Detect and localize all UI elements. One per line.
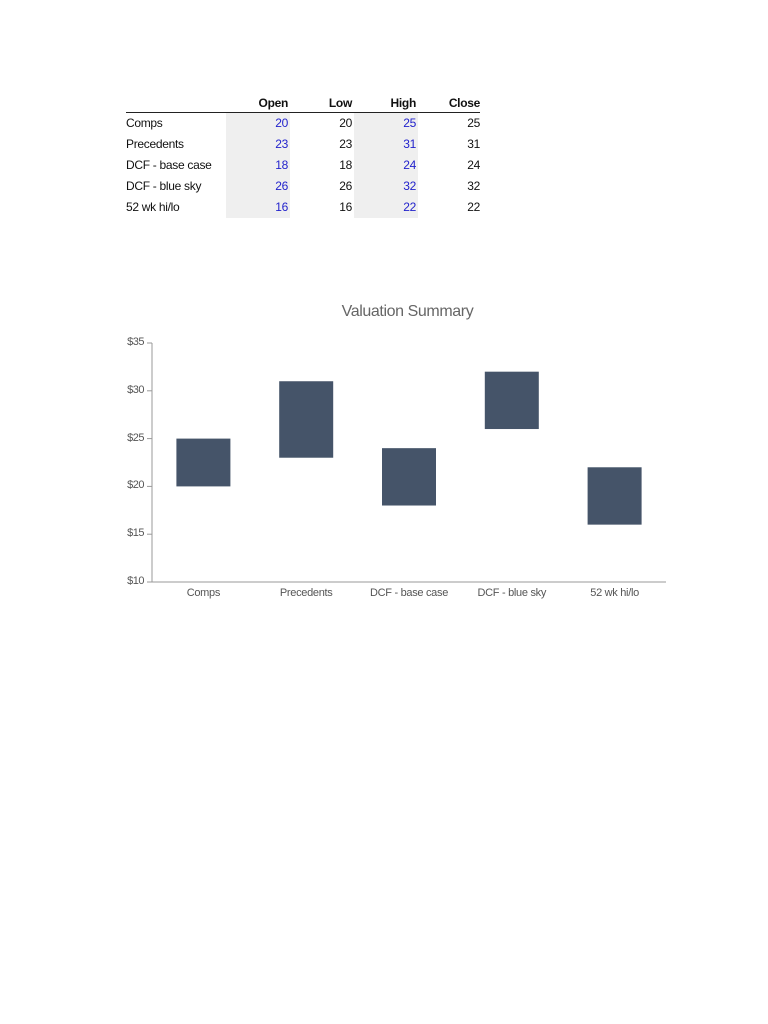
cell-close: 24 [467, 158, 480, 172]
x-tick-label: Comps [186, 587, 221, 599]
header-high: High [354, 94, 418, 113]
cell-high: 31 [354, 134, 418, 155]
header-close: Close [418, 94, 480, 113]
table-row: Precedents 23 23 31 31 [126, 134, 480, 155]
range-bar [176, 438, 231, 487]
y-tick-label: $25 [127, 431, 144, 444]
y-tick-label: $15 [127, 527, 144, 540]
x-tick-label: DCF - base case [369, 587, 449, 599]
header-low: Low [290, 94, 354, 113]
cell-high: 25 [354, 112, 418, 134]
cell-open: 20 [226, 112, 290, 134]
row-label: 52 wk hi/lo [126, 200, 180, 214]
cell-open: 23 [226, 134, 290, 155]
row-label: Comps [126, 116, 163, 130]
y-tick-label: $35 [127, 336, 144, 348]
header-label [126, 94, 226, 113]
table-row: DCF - base case 18 18 24 24 [126, 155, 480, 176]
valuation-data-table: Open Low High Close Comps 20 20 25 25 Precede… [126, 94, 480, 218]
cell-open: 16 [226, 197, 290, 218]
x-tick-label: Precedents [279, 587, 333, 599]
table-header-row: Open Low High Close [126, 94, 480, 113]
cell-low: 20 [339, 116, 352, 130]
range-bar [382, 448, 436, 506]
cell-close: 31 [467, 137, 480, 151]
cell-open: 26 [226, 176, 290, 197]
cell-high: 24 [354, 155, 418, 176]
chart-title: Valuation Summary [341, 303, 474, 320]
cell-low: 18 [339, 158, 352, 172]
cell-close: 32 [467, 179, 480, 193]
x-tick-label: DCF - blue sky [477, 587, 547, 599]
table-row: DCF - blue sky 26 26 32 32 [126, 176, 480, 197]
table-row: 52 wk hi/lo 16 16 22 22 [126, 197, 480, 218]
row-label: DCF - blue sky [126, 179, 202, 193]
cell-open: 18 [226, 155, 290, 176]
row-label: Precedents [126, 137, 184, 151]
cell-close: 22 [467, 200, 480, 214]
range-bar [587, 467, 642, 525]
cell-low: 23 [339, 137, 352, 151]
table-row: Comps 20 20 25 25 [126, 112, 480, 134]
cell-high: 22 [354, 197, 418, 218]
cell-low: 16 [339, 200, 352, 214]
cell-high: 32 [354, 176, 418, 197]
y-tick-label: $30 [127, 383, 144, 396]
x-tick-label: 52 wk hi/lo [590, 587, 639, 599]
cell-close: 25 [467, 116, 480, 130]
cell-low: 26 [339, 179, 352, 193]
y-tick-label: $20 [127, 479, 144, 492]
range-bar [279, 381, 334, 458]
y-tick-label: $10 [127, 575, 144, 587]
range-bar [484, 371, 539, 430]
header-open: Open [226, 94, 290, 113]
row-label: DCF - base case [126, 158, 212, 172]
